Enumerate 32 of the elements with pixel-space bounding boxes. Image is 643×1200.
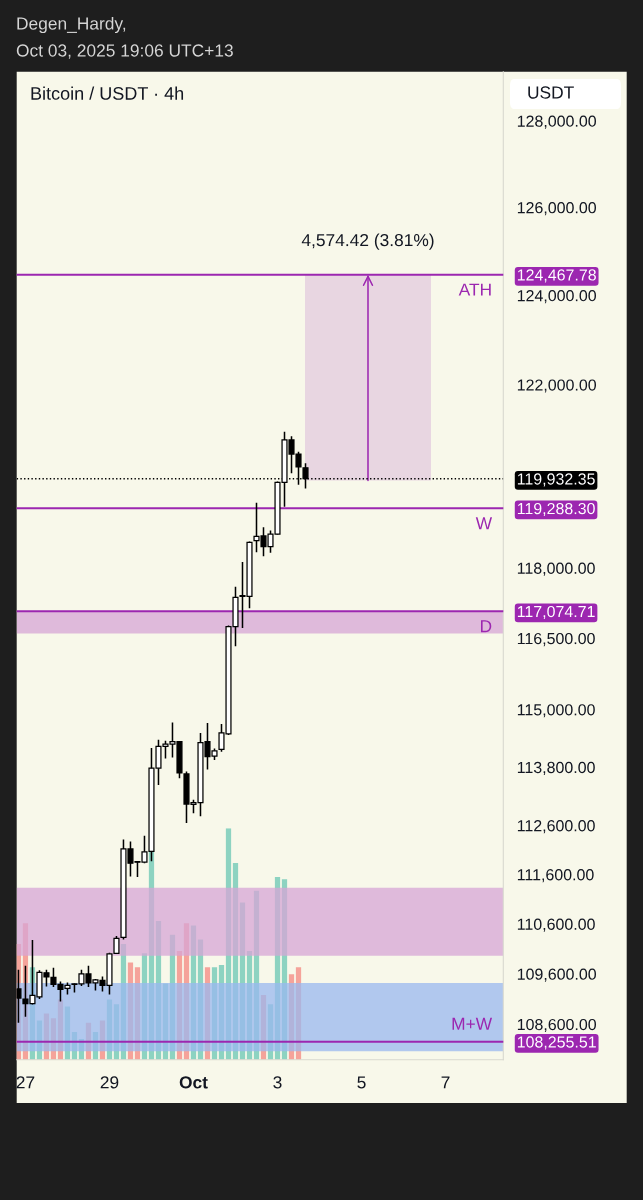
ref-line-label: ATH bbox=[458, 283, 491, 296]
y-axis-title: USDT bbox=[528, 86, 574, 99]
x-tick-label: 29 bbox=[100, 1076, 119, 1089]
y-tick-label: 110,600.00 bbox=[517, 918, 595, 932]
text: Oct 03, 2025 19:06 UTC+13 bbox=[16, 44, 233, 59]
y-tick-label: 126,000.00 bbox=[517, 202, 597, 216]
x-tick-label: 7 bbox=[441, 1076, 450, 1089]
y-tick-label: 118,000.00 bbox=[517, 562, 595, 576]
y-tick-label: 119,932.35 bbox=[517, 473, 595, 487]
ref-line-label: W bbox=[475, 517, 493, 530]
x-tick-label: 3 bbox=[273, 1076, 282, 1089]
ref-line-label: M+W bbox=[452, 1017, 493, 1030]
y-tick-label: 117,074.71 bbox=[517, 605, 595, 620]
y-tick-label: 116,500.00 bbox=[517, 632, 595, 647]
y-tick-label: 108,255.51 bbox=[517, 1036, 596, 1050]
band-label: 4,574.42 (3.81%) bbox=[301, 233, 434, 250]
y-tick-label: 109,600.00 bbox=[517, 968, 597, 982]
text: Bitcoin / USDT · 4h bbox=[31, 86, 184, 100]
y-tick-label: 119,288.30 bbox=[517, 502, 595, 517]
y-tick-label: 122,000.00 bbox=[517, 379, 597, 393]
text: Degen_Hardy, bbox=[17, 16, 126, 34]
ref-line-label: D bbox=[480, 620, 492, 633]
y-tick-label: 115,000.00 bbox=[517, 704, 595, 718]
y-tick-label: 112,600.00 bbox=[517, 820, 595, 834]
y-tick-label: 108,600.00 bbox=[517, 1018, 597, 1033]
y-tick-label: 124,467.78 bbox=[517, 269, 596, 283]
y-tick-label: 111,600.00 bbox=[517, 869, 594, 883]
y-tick-label: 124,000.00 bbox=[517, 290, 597, 304]
x-tick-label: Oct bbox=[179, 1076, 208, 1089]
x-tick-label: 5 bbox=[357, 1076, 366, 1089]
y-tick-label: 113,800.00 bbox=[517, 761, 595, 776]
y-tick-label: 128,000.00 bbox=[517, 115, 597, 129]
